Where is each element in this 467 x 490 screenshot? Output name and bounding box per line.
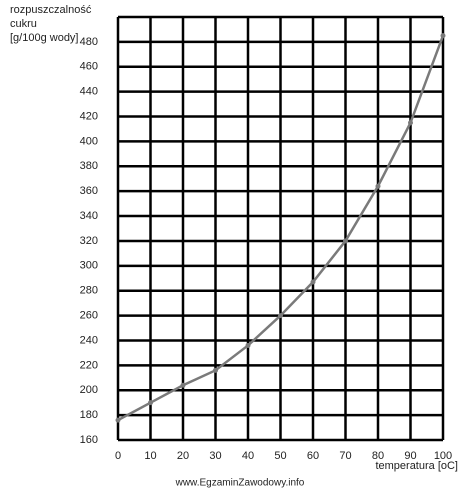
y-tick-label: 320 bbox=[80, 235, 98, 247]
x-tick-label: 30 bbox=[209, 450, 221, 462]
point bbox=[213, 367, 218, 373]
y-tick-label: 280 bbox=[80, 285, 98, 297]
x-tick-label: 50 bbox=[274, 450, 286, 462]
point bbox=[180, 382, 186, 388]
y-axis-label: rozpuszczalność bbox=[10, 4, 92, 16]
y-tick-label: 400 bbox=[80, 135, 98, 147]
y-tick-label: 220 bbox=[80, 359, 98, 371]
y-tick-label: 360 bbox=[80, 185, 98, 197]
y-tick-label: 300 bbox=[80, 260, 98, 272]
y-tick-label: 260 bbox=[80, 309, 98, 321]
x-tick-label: 0 bbox=[115, 450, 121, 462]
point bbox=[343, 238, 348, 244]
y-tick-label: 420 bbox=[80, 110, 98, 122]
x-tick-label: 40 bbox=[242, 450, 254, 462]
y-tick-label: 340 bbox=[80, 210, 98, 222]
x-tick-label: 100 bbox=[434, 450, 452, 462]
x-tick-label: 70 bbox=[339, 450, 351, 462]
x-tick-label: 20 bbox=[177, 450, 189, 462]
y-axis-label: [g/100g wody] bbox=[10, 32, 79, 44]
y-tick-label: 460 bbox=[80, 61, 98, 73]
point bbox=[375, 183, 381, 189]
watermark: www.EgzaminZawodowy.info bbox=[175, 478, 305, 489]
y-tick-label: 240 bbox=[80, 334, 98, 346]
x-tick-label: 10 bbox=[144, 450, 156, 462]
point bbox=[148, 400, 153, 406]
point bbox=[408, 120, 413, 126]
y-tick-label: 160 bbox=[80, 434, 98, 446]
x-tick-label: 90 bbox=[404, 450, 416, 462]
x-tick-label: 60 bbox=[307, 450, 319, 462]
point bbox=[440, 33, 446, 39]
point bbox=[245, 342, 251, 348]
point bbox=[310, 279, 316, 285]
point bbox=[278, 313, 283, 319]
y-tick-label: 440 bbox=[80, 86, 98, 98]
y-tick-label: 200 bbox=[80, 384, 98, 396]
x-tick-label: 80 bbox=[372, 450, 384, 462]
y-tick-label: 180 bbox=[80, 409, 98, 421]
y-tick-label: 480 bbox=[80, 36, 98, 48]
x-axis-label: temperatura [oC] bbox=[375, 460, 458, 472]
y-tick-label: 380 bbox=[80, 160, 98, 172]
point bbox=[115, 417, 121, 423]
y-axis-label: cukru bbox=[10, 18, 37, 30]
